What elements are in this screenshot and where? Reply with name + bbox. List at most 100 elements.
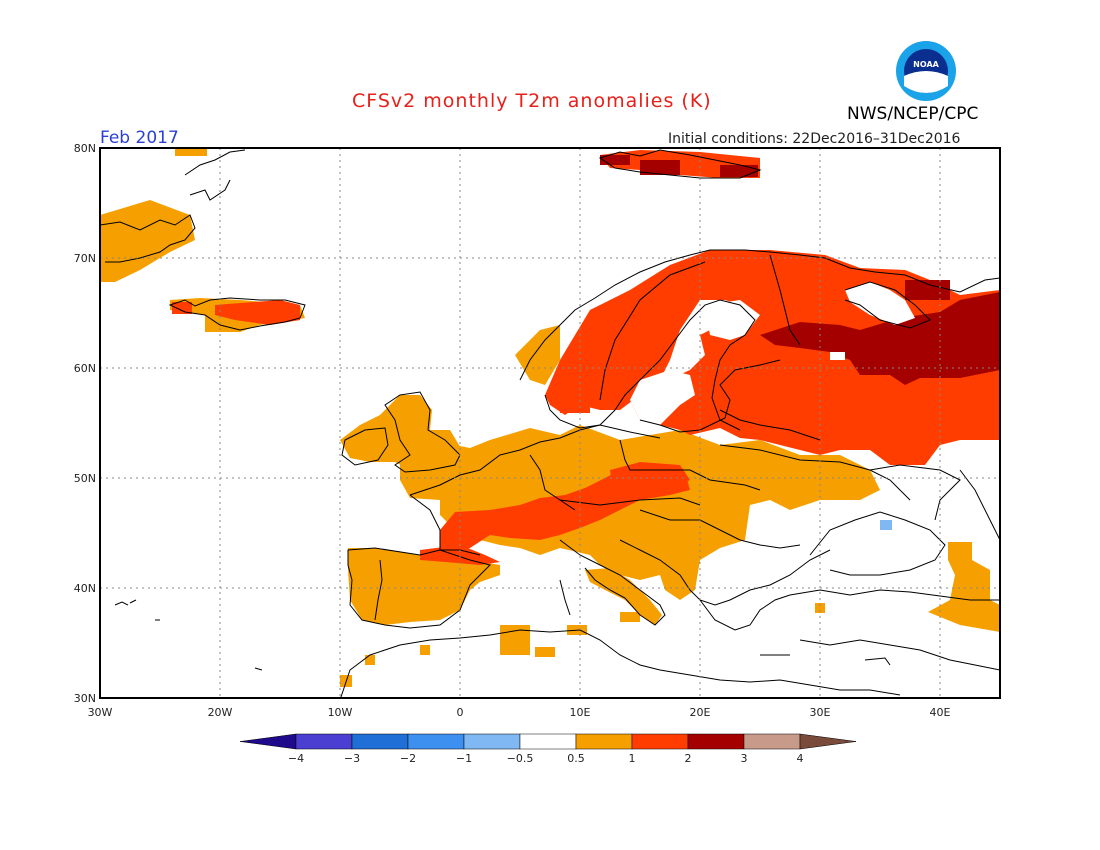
- colorbar-segment: [687, 733, 745, 750]
- colorbar-tick-label: −2: [400, 752, 416, 765]
- anomaly-patch-crimea-cool: [880, 520, 892, 530]
- initial-conditions: Initial conditions: 22Dec2016–31Dec2016: [668, 131, 961, 147]
- anomaly-fill-layer: [100, 148, 1000, 687]
- colorbar-tick-label: 3: [741, 752, 748, 765]
- map-title: CFSv2 monthly T2m anomalies (K): [352, 90, 712, 112]
- colorbar-segment: [799, 733, 857, 750]
- coastline-baltic: [639, 359, 781, 433]
- lon-label: 40E: [930, 706, 951, 719]
- anomaly-region-italy: [585, 568, 662, 625]
- lat-label: 60N: [74, 362, 96, 375]
- coastline-scandinavia: [519, 249, 1000, 381]
- coastline-north-africa: [340, 629, 901, 698]
- lon-label: 20W: [208, 706, 233, 719]
- agency-label: NWS/NCEP/CPC: [847, 104, 979, 124]
- anomaly-patch-svalbard-dark-3: [600, 155, 630, 165]
- anomaly-patch-iceland-west: [172, 302, 192, 314]
- longitude-labels: 30W 20W 10W 0 10E 20E 30E 40E: [88, 706, 951, 719]
- coastline-iberia: [347, 547, 491, 629]
- coastline-greenland: [100, 214, 196, 263]
- anomaly-patch-svalbard-dark: [640, 160, 680, 175]
- border-france-germany: [529, 454, 576, 511]
- anomaly-region-russia-dark: [760, 292, 1000, 385]
- colorbar-tick-label: 4: [797, 752, 804, 765]
- coastline-greenland-fjords: [189, 179, 231, 201]
- anomaly-region-middle-east: [928, 542, 1000, 632]
- anomaly-patch-kola: [905, 280, 950, 300]
- anomaly-patch-turkey: [815, 603, 825, 613]
- colorbar-segment: [743, 733, 801, 750]
- coastline-turkey: [789, 589, 1000, 601]
- coastline-great-britain: [384, 391, 461, 473]
- colorbar-tick-label: −1: [456, 752, 472, 765]
- noaa-logo-icon: NOAA: [896, 41, 956, 101]
- map-frame: [99, 147, 1001, 699]
- anomaly-patch-africa-5: [365, 655, 375, 665]
- colorbar-segment: [631, 733, 689, 750]
- coastline-caspian: [959, 469, 1000, 541]
- coastline-white-sea: [844, 281, 931, 329]
- colorbar-segment: [575, 733, 633, 750]
- anomaly-region-iceland-red: [215, 300, 300, 325]
- coastline-ireland: [341, 427, 389, 466]
- coastline-azores: [114, 599, 137, 606]
- colorbar-segment: [463, 733, 521, 750]
- colorbar-tick-label: −4: [288, 752, 304, 765]
- border-finland-russia: [769, 254, 801, 346]
- coastline-black-sea: [809, 511, 946, 576]
- border-germany-poland: [619, 439, 660, 471]
- anomaly-region-norway-coast: [515, 325, 560, 385]
- anomaly-patch-africa-4: [420, 645, 430, 655]
- border-poland-east: [660, 469, 761, 491]
- coastline-western-europe: [409, 424, 661, 496]
- coastline-sardinia: [559, 579, 571, 616]
- border-belarus: [719, 409, 821, 441]
- colorbar-tick-label: 0.5: [567, 752, 585, 765]
- gridlines: [100, 148, 1000, 698]
- colorbar-segment: [519, 733, 577, 750]
- lat-label: 30N: [74, 692, 96, 705]
- coastline-cyprus: [864, 657, 891, 666]
- no-anomaly-region-whitesea: [845, 282, 915, 325]
- lat-label: 70N: [74, 252, 96, 265]
- border-balkans: [639, 509, 801, 549]
- no-anomaly-region-bothnia: [705, 300, 760, 340]
- anomaly-patch-africa-2: [535, 647, 555, 657]
- colorbar-segment: [239, 733, 297, 750]
- colorbar-tick-label: 2: [685, 752, 692, 765]
- coastline-balkans: [619, 539, 831, 606]
- anomaly-patch-denmark: [560, 398, 590, 413]
- coastline-greenland-east: [184, 149, 246, 176]
- coastline-greece: [699, 594, 791, 631]
- coastline-france-west: [409, 494, 441, 550]
- border-spain-portugal: [374, 559, 383, 621]
- anomaly-patch-sicily: [620, 612, 640, 622]
- coastline-svalbard: [598, 149, 762, 179]
- border-norway-sweden: [599, 261, 706, 401]
- lon-label: 30W: [88, 706, 113, 719]
- colorbar-segment: [295, 733, 353, 750]
- colorbar-tick-label: −3: [344, 752, 360, 765]
- anomaly-patch-svalbard-dark-2: [720, 165, 758, 177]
- coastline-canary: [254, 667, 263, 671]
- no-anomaly-patch-lake: [830, 352, 845, 360]
- colorbar-tick-label: −0.5: [507, 752, 534, 765]
- no-anomaly-region-baltic: [630, 370, 695, 425]
- anomaly-region-france-alps: [440, 468, 690, 555]
- border-russia-kazakh: [869, 464, 961, 521]
- coastline-sweden: [544, 299, 756, 431]
- border-ukraine: [719, 444, 911, 501]
- anomaly-region-british-isles: [340, 395, 490, 470]
- latitude-labels: 30N 40N 50N 60N 70N 80N: [74, 142, 96, 705]
- lat-label: 50N: [74, 472, 96, 485]
- lon-label: 20E: [690, 706, 711, 719]
- anomaly-region-greenland-north: [175, 148, 207, 156]
- coastline-iceland: [168, 297, 306, 331]
- lon-label: 10E: [570, 706, 591, 719]
- coastline-turkey-south: [799, 639, 1000, 671]
- lat-label: 40N: [74, 582, 96, 595]
- lon-label: 10W: [328, 706, 353, 719]
- anomaly-patch-africa-1: [500, 625, 530, 655]
- border-alps: [559, 497, 701, 506]
